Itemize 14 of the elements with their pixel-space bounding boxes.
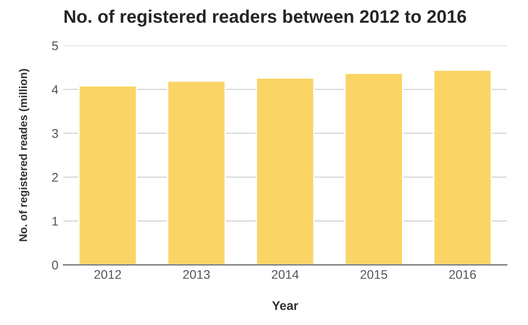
y-tick-label: 2 bbox=[52, 172, 58, 182]
x-tick-label: 2012 bbox=[94, 270, 121, 279]
y-tick-label: 3 bbox=[52, 129, 58, 138]
chart-title: No. of registered readers between 2012 to 2016 bbox=[64, 10, 466, 27]
y-tick-label: 1 bbox=[52, 216, 58, 226]
x-tick-label: 2014 bbox=[272, 270, 299, 279]
y-tick-label: 0 bbox=[52, 260, 58, 270]
x-tick-label: 2013 bbox=[183, 270, 210, 279]
x-tick-label: 2015 bbox=[360, 270, 388, 279]
y-tick-label: 5 bbox=[52, 41, 58, 50]
y-tick-label: 4 bbox=[52, 85, 58, 94]
x-axis-title: Year bbox=[272, 301, 298, 310]
x-tick-label: 2016 bbox=[449, 270, 476, 279]
y-axis-title: No. of registered reades (million) bbox=[18, 68, 30, 242]
